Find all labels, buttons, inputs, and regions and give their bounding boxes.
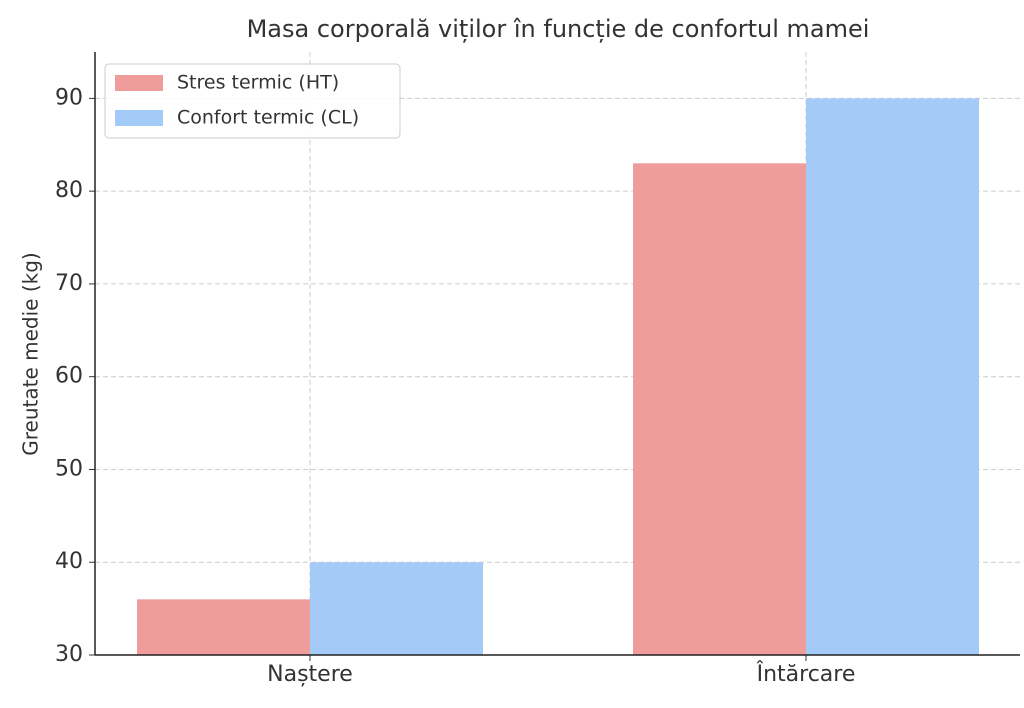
legend-swatch	[115, 75, 163, 91]
y-tick-label: 60	[55, 364, 83, 389]
chart-title: Masa corporală viților în funcție de con…	[247, 15, 870, 43]
y-tick-label: 90	[55, 85, 83, 110]
bar	[633, 163, 806, 656]
legend-swatch	[115, 110, 163, 126]
legend-label: Stres termic (HT)	[177, 72, 339, 94]
legend-box	[104, 63, 401, 139]
x-tick-label: Întărcare	[756, 661, 856, 687]
legend-label: Confort termic (CL)	[177, 107, 359, 129]
y-tick-label: 70	[55, 271, 83, 296]
y-tick-label: 30	[55, 642, 83, 667]
bar	[137, 599, 310, 655]
bar	[806, 98, 979, 655]
bar	[310, 562, 483, 655]
y-tick-label: 40	[55, 549, 83, 574]
y-axis-label: Greutate medie (kg)	[19, 252, 43, 455]
y-tick-label: 80	[55, 178, 83, 203]
y-tick-label: 50	[55, 456, 83, 481]
x-tick-label: Naștere	[267, 662, 353, 687]
